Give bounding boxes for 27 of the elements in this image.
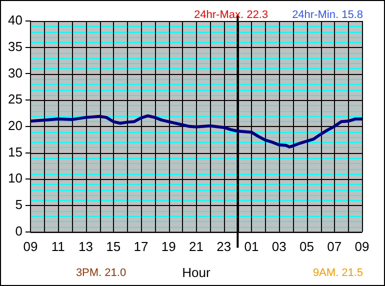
y-tick-label: 35	[8, 38, 22, 54]
y-tick-label: 40	[8, 12, 22, 28]
text: 9AM. 21.5	[312, 267, 363, 280]
annotation: 24hr-Min. 15.8	[292, 9, 363, 22]
x-tick-label: 05	[300, 239, 314, 254]
annotation: 24hr-Max. 22.3	[194, 9, 268, 22]
y-tick-label: 30	[8, 65, 22, 80]
y-tick-label: 25	[8, 92, 22, 107]
x-tick-label: 01	[244, 239, 259, 254]
text: 3PM. 21.0	[76, 267, 126, 280]
x-tick-label: 13	[78, 239, 93, 254]
x-tick-label: 23	[216, 239, 232, 254]
x-tick-label: 15	[106, 239, 121, 254]
x-tick-label: 21	[188, 239, 204, 254]
x-tick-label: 19	[161, 239, 176, 254]
y-tick-label: 10	[8, 170, 22, 186]
y-tick-label: 0	[15, 223, 22, 238]
x-tick-label: 17	[134, 239, 148, 254]
y-tick-label: 20	[8, 118, 22, 133]
x-axis-title: Hour	[182, 264, 211, 280]
y-tick-label: 5	[15, 197, 22, 212]
x-tick-label: 09	[354, 239, 370, 254]
x-tick-label: 11	[51, 239, 65, 254]
x-tick-label: 09	[23, 239, 38, 254]
x-tick-label: 07	[327, 239, 342, 254]
y-tick-label: 15	[8, 144, 22, 160]
x-tick-label: 03	[272, 239, 286, 254]
